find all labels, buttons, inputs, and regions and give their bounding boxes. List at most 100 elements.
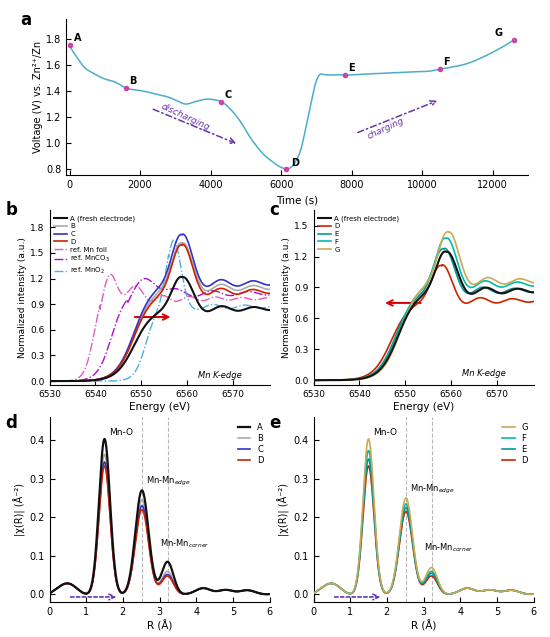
E xyxy=(324,376,331,384)
E xyxy=(310,376,317,384)
A xyxy=(197,585,204,592)
E xyxy=(450,262,457,270)
Text: Mn-Mn$_{edge}$: Mn-Mn$_{edge}$ xyxy=(146,475,190,489)
A xyxy=(266,590,273,598)
C xyxy=(218,587,224,594)
A (fresh electrode) xyxy=(180,273,186,281)
D xyxy=(530,297,537,305)
F xyxy=(450,247,457,254)
A (fresh electrode) xyxy=(60,377,67,385)
Legend: A (fresh electrode), B, C, D, ref. Mn foil, ref. MnCO$_3$, ref. MnO$_2$: A (fresh electrode), B, C, D, ref. Mn fo… xyxy=(53,213,137,278)
Text: Mn-Mn$_{corner}$: Mn-Mn$_{corner}$ xyxy=(160,538,209,550)
F xyxy=(310,376,317,384)
G xyxy=(444,228,450,236)
D xyxy=(218,587,224,594)
D xyxy=(144,524,150,532)
D xyxy=(180,241,186,248)
B xyxy=(218,587,224,594)
ref. MnCO$_3$ xyxy=(180,288,186,296)
B xyxy=(266,285,273,293)
F xyxy=(527,590,534,598)
D xyxy=(101,462,108,469)
F xyxy=(365,447,372,454)
D xyxy=(186,254,193,262)
F xyxy=(324,376,331,384)
Text: F: F xyxy=(443,57,450,68)
D xyxy=(135,515,142,523)
B xyxy=(236,287,243,294)
E xyxy=(527,590,534,598)
E xyxy=(461,585,468,592)
F xyxy=(310,590,317,598)
ref. MnCO$_3$ xyxy=(60,377,67,385)
A (fresh electrode) xyxy=(236,307,243,315)
C xyxy=(60,377,67,385)
A (fresh electrode) xyxy=(266,306,273,314)
C xyxy=(46,377,53,385)
E xyxy=(442,245,448,252)
Text: e: e xyxy=(270,413,281,431)
E xyxy=(365,455,372,463)
D xyxy=(324,376,331,384)
ref. MnO$_2$ xyxy=(213,301,220,309)
ref. Mn foil xyxy=(46,377,53,385)
A (fresh electrode) xyxy=(444,248,450,255)
D xyxy=(310,590,317,598)
G xyxy=(527,590,534,598)
E xyxy=(399,514,406,522)
B xyxy=(266,590,273,598)
F xyxy=(482,587,488,594)
D xyxy=(179,241,186,248)
B xyxy=(186,251,193,259)
B xyxy=(46,590,53,598)
Line: D: D xyxy=(50,245,270,381)
F xyxy=(444,234,450,242)
D xyxy=(439,261,446,269)
ref. MnCO$_3$ xyxy=(46,377,53,385)
D xyxy=(236,290,243,298)
Text: discharging: discharging xyxy=(160,102,211,132)
Line: D: D xyxy=(314,466,534,594)
X-axis label: R (Å): R (Å) xyxy=(147,620,172,631)
ref. Mn foil xyxy=(213,293,220,301)
A (fresh electrode) xyxy=(213,304,220,311)
C xyxy=(197,585,204,592)
ref. Mn foil xyxy=(266,294,273,301)
C xyxy=(135,512,142,520)
A (fresh electrode) xyxy=(186,281,193,289)
A xyxy=(218,587,224,594)
G xyxy=(530,279,537,287)
X-axis label: Time (s): Time (s) xyxy=(276,196,318,206)
Text: D: D xyxy=(290,158,299,168)
C xyxy=(179,231,186,238)
Text: E: E xyxy=(348,63,355,73)
D xyxy=(477,294,484,301)
X-axis label: Energy (eV): Energy (eV) xyxy=(129,402,190,412)
Text: Mn-Mn$_{corner}$: Mn-Mn$_{corner}$ xyxy=(424,541,473,554)
G xyxy=(438,239,444,247)
Legend: A (fresh electrode), D, E, F, G: A (fresh electrode), D, E, F, G xyxy=(317,213,401,254)
ref. Mn foil xyxy=(60,377,67,385)
E xyxy=(477,283,484,291)
D xyxy=(266,590,273,598)
ref. Mn foil xyxy=(107,271,114,278)
Line: F: F xyxy=(314,450,534,594)
A (fresh electrode) xyxy=(530,289,537,296)
D xyxy=(174,245,180,253)
Text: Mn-O: Mn-O xyxy=(109,428,133,437)
D xyxy=(222,586,229,594)
ref. Mn foil xyxy=(174,297,181,305)
X-axis label: Energy (eV): Energy (eV) xyxy=(393,402,454,412)
E xyxy=(486,586,493,594)
Line: G: G xyxy=(314,439,534,594)
Line: E: E xyxy=(314,248,534,380)
D xyxy=(310,376,317,384)
ref. MnO$_2$ xyxy=(236,302,243,310)
C xyxy=(174,235,180,243)
ref. Mn foil xyxy=(180,295,186,303)
F xyxy=(408,520,414,527)
ref. MnCO$_3$ xyxy=(142,275,148,282)
B xyxy=(263,590,270,598)
D xyxy=(500,297,507,305)
D xyxy=(60,377,67,385)
